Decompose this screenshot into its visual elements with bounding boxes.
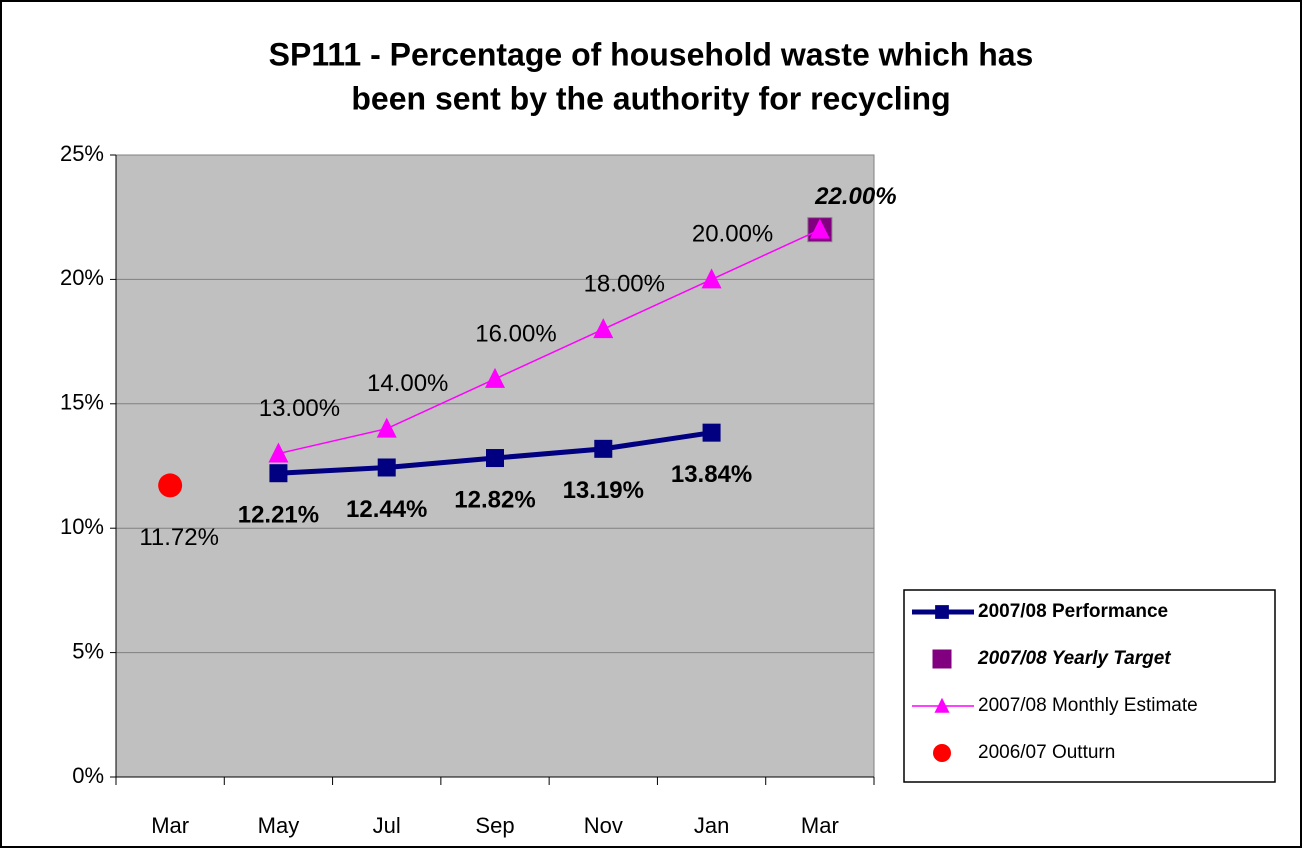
- data-point: [594, 439, 613, 458]
- data-label: 13.00%: [259, 395, 340, 422]
- data-label: 12.21%: [238, 502, 319, 529]
- data-point: [593, 318, 614, 339]
- legend-label: 2007/08 Monthly Estimate: [978, 695, 1198, 716]
- legend-marker: [935, 605, 949, 619]
- data-point: [377, 458, 396, 477]
- legend-label: 2007/08 Yearly Target: [977, 648, 1171, 669]
- data-point: [485, 367, 505, 388]
- data-label: 22.00%: [814, 183, 896, 210]
- data-label: 11.72%: [139, 524, 219, 551]
- data-point: [809, 218, 830, 239]
- data-point: [158, 473, 183, 498]
- legend-box: [903, 589, 1276, 783]
- legend-marker: [932, 649, 952, 669]
- data-label: 12.44%: [346, 496, 427, 523]
- x-tick-label: Sep: [475, 813, 514, 838]
- x-tick-label: Mar: [151, 813, 189, 838]
- data-label: 14.00%: [367, 370, 448, 397]
- data-label: 18.00%: [584, 271, 665, 298]
- x-tick-label: Jan: [694, 813, 729, 838]
- data-point: [486, 449, 504, 468]
- data-label: 13.84%: [671, 461, 752, 488]
- legend-marker: [933, 744, 951, 762]
- data-label: 12.82%: [454, 486, 535, 513]
- data-label: 16.00%: [475, 320, 556, 347]
- y-tick-label: 5%: [72, 638, 104, 663]
- chart-title: been sent by the authority for recycling: [351, 80, 950, 116]
- data-point: [701, 268, 722, 289]
- x-tick-label: Nov: [584, 813, 623, 838]
- series-line: [278, 228, 821, 455]
- data-label: 13.19%: [563, 477, 644, 504]
- chart-title: SP111 - Percentage of household waste wh…: [269, 36, 1034, 72]
- y-tick-label: 15%: [60, 390, 104, 415]
- y-tick-label: 0%: [72, 763, 104, 788]
- y-tick-label: 20%: [60, 265, 104, 290]
- x-tick-label: Jul: [373, 813, 401, 838]
- x-tick-label: May: [258, 813, 300, 838]
- data-point: [269, 464, 288, 483]
- legend-label: 2007/08 Performance: [978, 601, 1168, 622]
- legend-label: 2006/07 Outturn: [978, 742, 1115, 763]
- x-tick-label: Mar: [801, 813, 839, 838]
- data-point: [376, 417, 397, 438]
- data-point: [702, 423, 721, 442]
- legend-marker: [934, 697, 950, 713]
- data-label: 20.00%: [692, 221, 773, 248]
- data-point: [268, 442, 289, 463]
- y-tick-label: 25%: [60, 141, 104, 166]
- y-tick-label: 10%: [60, 514, 104, 539]
